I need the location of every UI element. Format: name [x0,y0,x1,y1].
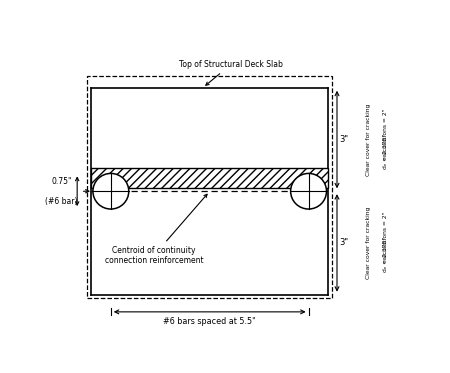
Bar [87,76,333,298]
Text: dₑ = 2.375": dₑ = 2.375" [383,134,388,169]
Text: Clear cover for cracking: Clear cover for cracking [366,207,371,279]
Text: 0.75": 0.75" [51,177,72,186]
Text: dₑ = 2.375": dₑ = 2.375" [383,237,388,272]
Text: #6 bars spaced at 5.5": #6 bars spaced at 5.5" [163,317,256,326]
Text: 3": 3" [340,238,349,247]
Bar [91,168,328,188]
Text: Centroid of continuity
connection reinforcement: Centroid of continuity connection reinfo… [104,194,207,265]
Text: 3": 3" [340,135,349,144]
Ellipse shape [291,173,327,209]
Text: (#6 bar): (#6 bar) [45,197,78,206]
Ellipse shape [93,173,129,209]
Text: calculations = 2": calculations = 2" [383,108,388,160]
Text: Clear cover for cracking: Clear cover for cracking [366,103,371,176]
Text: calculations = 2": calculations = 2" [383,211,388,263]
Text: Top of Structural Deck Slab: Top of Structural Deck Slab [179,60,283,85]
